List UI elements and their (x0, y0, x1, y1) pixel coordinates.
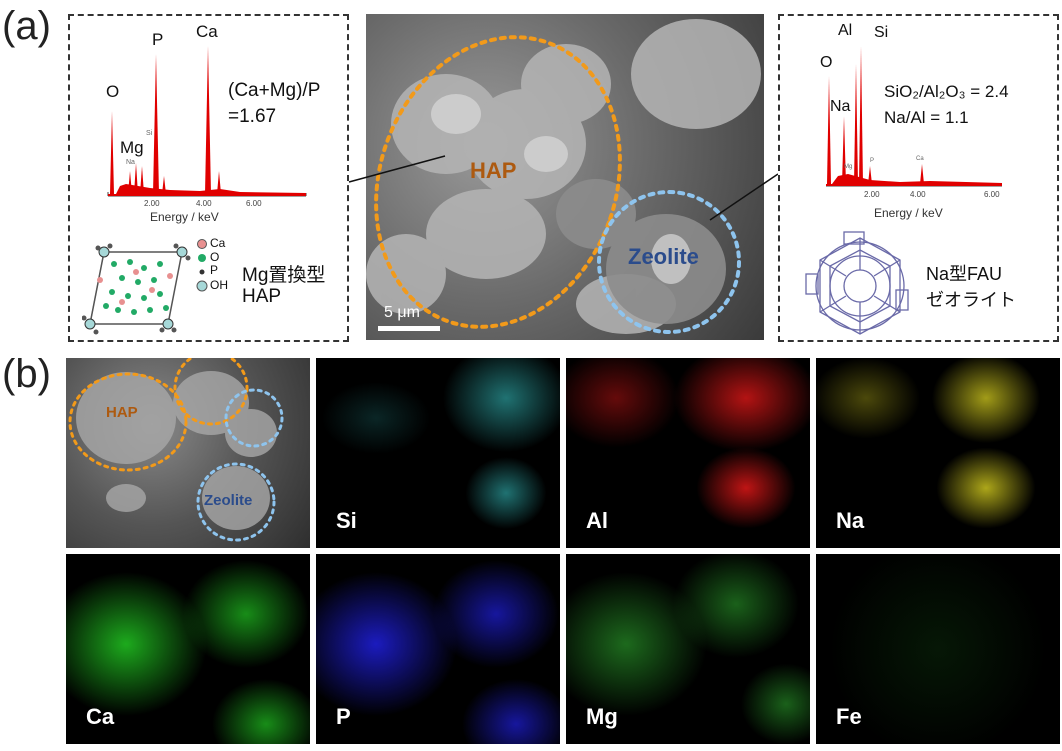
scale-bar-label: 5 μm (384, 304, 420, 321)
na-map: Na (816, 358, 1060, 548)
p-map: P (316, 554, 560, 744)
hap-crystal-structure-diagram (82, 243, 191, 335)
map-hap-label: HAP (106, 404, 138, 421)
fau-framework-diagram (805, 231, 909, 335)
na-fau-title-1: Na型FAU (926, 264, 1003, 284)
legend-oh: OH (210, 278, 228, 292)
fe-map-label: Fe (836, 704, 862, 729)
sem-particles (366, 19, 761, 334)
map-zeolite-label: Zeolite (204, 492, 253, 509)
eds-peak-p: P (152, 30, 164, 49)
na-map-label: Na (836, 508, 865, 533)
eds-peak-ca-small: Ca (916, 156, 924, 162)
eds-peak-mg: Mg (120, 138, 144, 157)
legend-p: P (210, 263, 219, 277)
eds-map-sem-reference: HAP Zeolite (66, 358, 310, 548)
eds-tick-2: 2.00 (144, 199, 160, 208)
hap-structure-legend-markers (196, 239, 208, 292)
eds-peak-p-small: P (870, 158, 875, 164)
sem-hap-label: HAP (470, 158, 517, 183)
eds-xlabel-right: Energy / keV (874, 206, 943, 220)
eds-peak-na-small: Na (126, 159, 135, 166)
ca-mg-p-ratio-line2: =1.67 (228, 106, 277, 127)
ca-mg-p-ratio-line1: (Ca+Mg)/P (228, 80, 321, 101)
sem-zeolite-label: Zeolite (628, 244, 699, 269)
eds-peak-mg-small: Mg (844, 164, 853, 170)
si-map: Si (316, 358, 560, 548)
eds-peak-si-small: Si (146, 130, 153, 137)
legend-o: O (210, 250, 220, 264)
mg-substituted-hap-title-2: HAP (242, 286, 282, 307)
al-map-label: Al (586, 508, 608, 533)
hap-leader-line (348, 155, 446, 183)
sio2-al2o3-ratio: SiO₂/Al₂O₃ = 2.4 (884, 82, 1009, 101)
sem-image: HAP Zeolite 5 μm (366, 14, 764, 340)
mg-map-label: Mg (586, 704, 618, 729)
mg-map: Mg (566, 554, 810, 744)
legend-ca: Ca (210, 236, 226, 250)
eds-peak-o: O (106, 82, 120, 101)
panel-a-label: (a) (2, 4, 51, 48)
zeolite-leader-line (709, 173, 779, 221)
na-al-ratio: Na/Al = 1.1 (884, 108, 969, 127)
hap-eds-box: O P Ca Mg Na Si 2.00 4.00 6.00 Energy / … (68, 14, 349, 342)
eds-peak-al: Al (838, 22, 853, 39)
panel-b-label: (b) (2, 352, 51, 396)
eds-peak-ca: Ca (196, 22, 218, 41)
p-map-label: P (336, 704, 351, 729)
eds-peak-na: Na (830, 98, 851, 115)
eds-peak-o-right: O (820, 54, 833, 71)
ca-map: Ca (66, 554, 310, 744)
eds-tick-4: 4.00 (196, 199, 212, 208)
sem-reference-overlay (68, 358, 284, 542)
mg-substituted-hap-title-1: Mg置換型 (242, 265, 326, 286)
fe-map: Fe (816, 554, 1060, 744)
ca-map-label: Ca (86, 704, 115, 729)
zeolite-eds-box: Al Si O Na Mg P Ca 2.00 4.00 6.00 Energy… (778, 14, 1059, 342)
eds-xlabel: Energy / keV (150, 210, 219, 224)
eds-tick-6: 6.00 (246, 199, 262, 208)
si-map-label: Si (336, 508, 357, 533)
al-map: Al (566, 358, 810, 548)
zeolite-eds-spectrum (826, 46, 1002, 187)
na-fau-title-2: ゼオライト (926, 290, 1016, 310)
eds-tick-4-right: 4.00 (910, 190, 926, 199)
eds-tick-6-right: 6.00 (984, 190, 1000, 199)
hap-eds-spectrum (107, 46, 307, 197)
eds-peak-si: Si (874, 24, 889, 41)
eds-tick-2-right: 2.00 (864, 190, 880, 199)
